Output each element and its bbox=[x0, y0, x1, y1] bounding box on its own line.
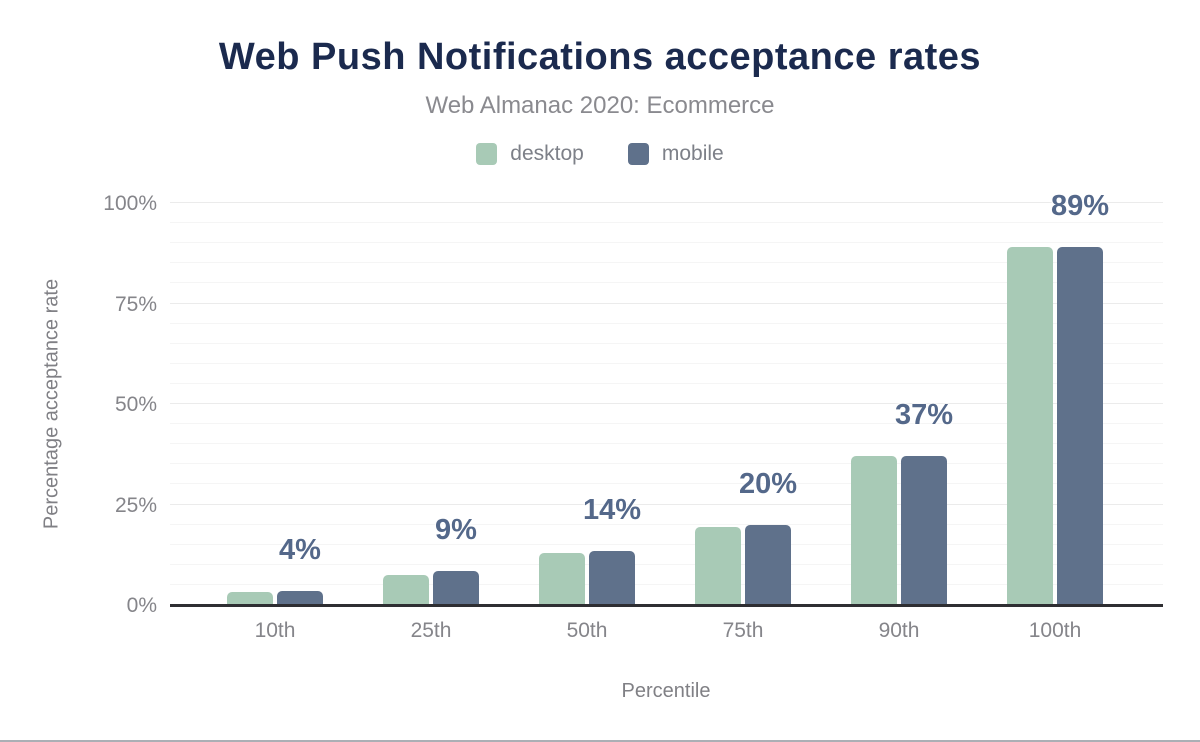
gridline-30 bbox=[170, 483, 1163, 485]
bar-mobile-90th bbox=[901, 456, 947, 605]
y-tick-100%: 100% bbox=[103, 192, 157, 215]
y-axis-title: Percentage acceptance rate bbox=[40, 278, 63, 530]
bar-group-25th bbox=[383, 570, 479, 605]
bar-mobile-50th bbox=[589, 550, 635, 605]
bar-desktop-25th bbox=[383, 574, 429, 605]
bar-desktop-90th bbox=[851, 456, 897, 605]
bar-mobile-100th bbox=[1057, 247, 1103, 605]
x-tick-25th: 25th bbox=[410, 619, 452, 642]
y-tick-25%: 25% bbox=[114, 493, 157, 517]
gridline-10 bbox=[170, 563, 1163, 565]
gridline-50 bbox=[170, 403, 1163, 404]
gridline-20 bbox=[170, 523, 1163, 525]
bar-value-label-25th: 9% bbox=[435, 513, 477, 546]
bar-desktop-100th bbox=[1007, 247, 1053, 605]
x-tick-75th: 75th bbox=[722, 619, 764, 642]
gridline-25 bbox=[170, 503, 1163, 505]
x-tick-10th: 10th bbox=[254, 619, 296, 642]
legend-swatch-desktop bbox=[476, 143, 498, 165]
bar-group-50th bbox=[539, 550, 635, 605]
x-tick-50th: 50th bbox=[566, 619, 608, 642]
gridline-90 bbox=[170, 242, 1163, 244]
gridline-35 bbox=[170, 463, 1163, 465]
bar-value-label-50th: 14% bbox=[582, 493, 642, 526]
bar-value-label-100th: 89% bbox=[1050, 190, 1110, 223]
bar-desktop-10th bbox=[227, 592, 273, 605]
x-axis-line bbox=[170, 604, 1163, 607]
legend-label: mobile bbox=[661, 142, 724, 165]
bar-mobile-75th bbox=[745, 524, 791, 605]
y-tick-50%: 50% bbox=[114, 393, 157, 416]
bar-desktop-50th bbox=[539, 553, 585, 605]
gridline-70 bbox=[170, 322, 1163, 324]
gridline-65 bbox=[170, 342, 1163, 344]
bar-value-label-10th: 4% bbox=[279, 533, 321, 566]
gridline-40 bbox=[170, 443, 1163, 445]
gridline-15 bbox=[170, 543, 1163, 545]
gridline-80 bbox=[170, 282, 1163, 284]
legend-swatch-mobile bbox=[627, 143, 649, 165]
legend-label: desktop bbox=[510, 142, 584, 165]
plot-area: 4% 9% 14% 20% 37% 89% bbox=[170, 190, 1163, 605]
gridline-85 bbox=[170, 262, 1163, 264]
bar-group-75th bbox=[695, 524, 791, 605]
y-tick-75%: 75% bbox=[114, 292, 157, 316]
chart-legend: desktop mobile bbox=[0, 142, 1200, 166]
bar-mobile-10th bbox=[277, 590, 323, 605]
bar-mobile-25th bbox=[433, 570, 479, 605]
chart-title: Web Push Notifications acceptance rates bbox=[218, 36, 982, 78]
bar-group-90th bbox=[851, 456, 947, 605]
y-tick-0%: 0% bbox=[126, 594, 157, 617]
x-axis-title: Percentile bbox=[621, 680, 711, 702]
x-tick-100th: 100th bbox=[1028, 619, 1082, 642]
chart-subtitle: Web Almanac 2020: Ecommerce bbox=[425, 92, 775, 119]
bar-group-10th bbox=[227, 590, 323, 605]
gridline-100 bbox=[170, 202, 1163, 203]
bar-value-label-75th: 20% bbox=[738, 467, 798, 500]
gridline-55 bbox=[170, 382, 1163, 384]
bar-value-label-90th: 37% bbox=[894, 399, 954, 432]
gridline-75 bbox=[170, 302, 1163, 304]
gridline-5 bbox=[170, 583, 1163, 585]
bar-desktop-75th bbox=[695, 527, 741, 605]
legend-item-desktop: desktop bbox=[476, 142, 584, 166]
gridline-60 bbox=[170, 362, 1163, 364]
bar-group-100th bbox=[1007, 247, 1103, 605]
gridline-45 bbox=[170, 423, 1163, 425]
x-tick-90th: 90th bbox=[878, 619, 920, 642]
gridline-95 bbox=[170, 222, 1163, 224]
legend-item-mobile: mobile bbox=[627, 142, 724, 166]
